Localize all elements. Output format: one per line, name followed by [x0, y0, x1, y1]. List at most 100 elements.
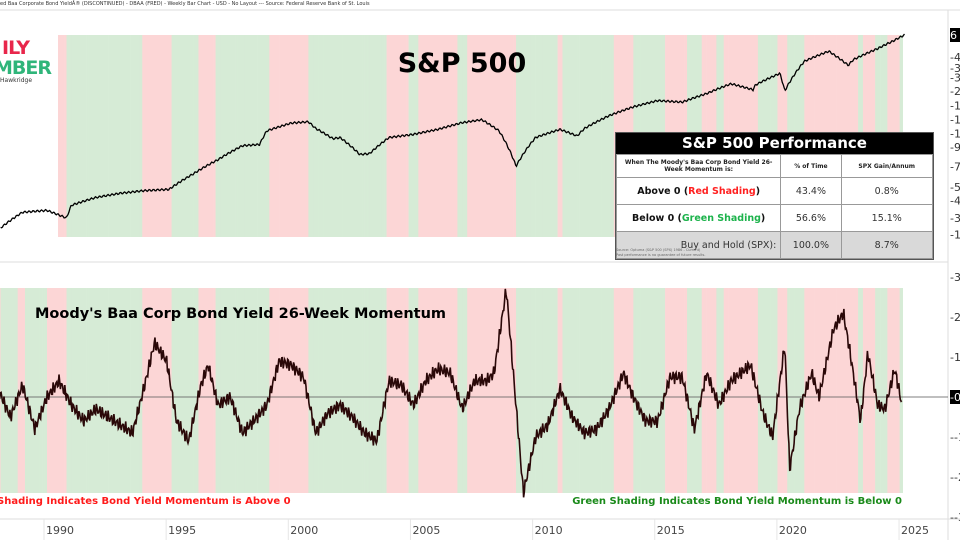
red-shade-band	[481, 35, 485, 237]
green-shade-band	[7, 288, 11, 493]
spx-line	[0, 33, 905, 229]
green-shade-band	[765, 288, 768, 493]
green-shade-band	[579, 35, 583, 237]
x-tick-label: 1990	[46, 524, 74, 537]
green-shade-band	[662, 288, 666, 493]
green-shade-band	[174, 35, 177, 237]
red-shade-band	[889, 288, 893, 493]
green-shade-band	[349, 35, 353, 237]
red-shade-band	[198, 35, 202, 237]
current-value-marker	[950, 390, 960, 404]
table-title: S&P 500 Performance	[616, 133, 933, 154]
green-shade-band	[254, 35, 258, 237]
red-shade-band	[467, 35, 470, 237]
green-shade-band	[81, 35, 84, 237]
red-shade-band	[479, 288, 483, 493]
y-tick-label: 6	[950, 29, 957, 42]
lower-y-axis: -3. -2. -1. -0 --1 --2 --3	[950, 271, 960, 524]
green-shade-band	[608, 35, 612, 237]
y-tick-label: -3.	[950, 271, 960, 284]
red-shade-band	[389, 35, 392, 237]
green-shade-band	[86, 35, 89, 237]
green-shade-band	[39, 288, 43, 493]
green-shade-band	[367, 288, 370, 493]
red-shade-band	[486, 35, 490, 237]
green-shade-band	[882, 288, 886, 493]
green-shade-band	[218, 288, 221, 493]
red-shade-band	[511, 288, 514, 493]
green-shade-band	[606, 288, 610, 493]
green-shade-band	[601, 35, 605, 237]
header-gain: SPX Gain/Annum	[840, 154, 933, 178]
green-shade-band	[174, 288, 177, 493]
green-shade-band	[249, 288, 253, 493]
red-shade-band	[418, 35, 422, 237]
red-shade-band	[806, 288, 810, 493]
red-shade-band	[420, 35, 424, 237]
green-shade-band	[103, 35, 106, 237]
green-shade-band	[257, 288, 260, 493]
green-shade-band	[381, 35, 385, 237]
label-colored: Green Shading	[681, 212, 761, 224]
x-tick-label: 2015	[657, 524, 685, 537]
green-shade-band	[220, 288, 224, 493]
green-shade-band	[767, 288, 771, 493]
green-shade-band	[772, 288, 776, 493]
green-shade-band	[181, 288, 185, 493]
green-shade-band	[413, 288, 417, 493]
red-shade-band	[728, 288, 732, 493]
red-shade-band	[743, 288, 746, 493]
green-shade-band	[115, 288, 119, 493]
green-shade-band	[178, 288, 182, 493]
red-shade-band	[152, 288, 155, 493]
green-shade-band	[564, 35, 568, 237]
green-shade-band	[347, 35, 351, 237]
green-shade-band	[516, 35, 519, 237]
red-shade-band	[210, 35, 214, 237]
upper-chart-title: S&P 500	[398, 48, 527, 79]
green-shade-band	[523, 288, 527, 493]
green-shade-band	[139, 35, 143, 237]
green-shade-band	[638, 288, 641, 493]
lower-chart-title: Moody's Baa Corp Bond Yield 26-Week Mome…	[35, 306, 446, 322]
red-shade-band	[887, 288, 891, 493]
green-shade-band	[225, 288, 229, 493]
red-shade-band	[166, 35, 170, 237]
red-shade-band	[279, 35, 282, 237]
green-shade-band	[193, 35, 197, 237]
green-shade-band	[308, 288, 312, 493]
red-shade-band	[164, 35, 168, 237]
red-shade-band	[166, 288, 170, 493]
red-shade-band	[557, 35, 561, 237]
row-label: Below 0 (Green Shading)	[615, 204, 782, 232]
red-shade-band	[301, 35, 304, 237]
green-shade-band	[235, 35, 238, 237]
green-shade-band	[252, 35, 255, 237]
red-shade-band	[386, 35, 390, 237]
green-shade-band	[858, 288, 861, 493]
green-shade-band	[462, 288, 466, 493]
red-shade-band	[154, 35, 158, 237]
green-shade-band	[266, 288, 270, 493]
red-shade-band	[476, 288, 480, 493]
green-shade-band	[259, 288, 263, 493]
green-shade-band	[73, 35, 77, 237]
green-shade-band	[364, 35, 368, 237]
red-shade-band	[782, 288, 786, 493]
red-shade-band	[508, 288, 512, 493]
red-shade-band	[58, 35, 60, 237]
red-shade-band	[293, 288, 297, 493]
green-shade-band	[608, 288, 612, 493]
red-shade-band	[144, 35, 148, 237]
red-shade-band	[484, 35, 488, 237]
red-shade-band	[61, 35, 65, 237]
green-shade-band	[789, 288, 793, 493]
green-shade-band	[362, 288, 365, 493]
x-tick-label: 2005	[412, 524, 440, 537]
green-shade-band	[76, 288, 80, 493]
red-shade-band	[826, 288, 830, 493]
green-shade-band	[718, 288, 722, 493]
green-shade-band	[93, 288, 97, 493]
green-shade-band	[112, 35, 116, 237]
green-shade-band	[130, 35, 133, 237]
